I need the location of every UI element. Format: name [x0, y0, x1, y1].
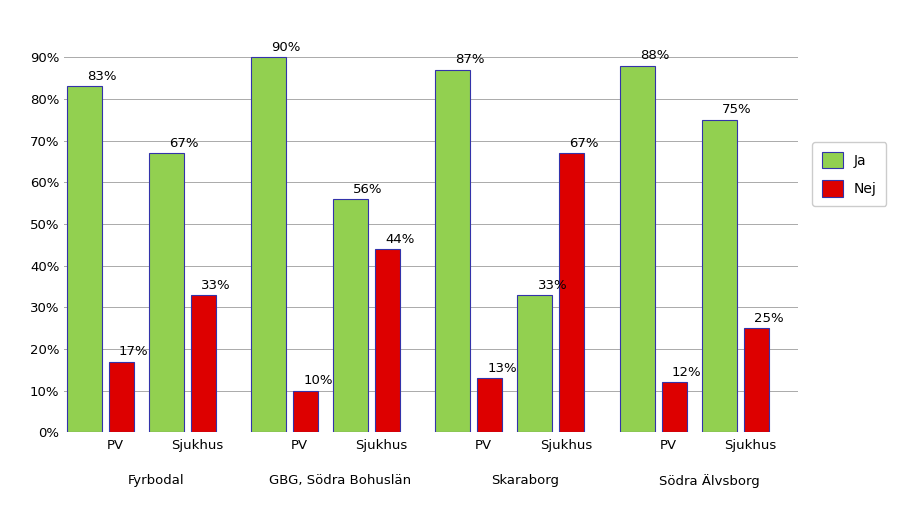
Text: 75%: 75% [722, 104, 751, 117]
Text: 12%: 12% [671, 366, 702, 379]
Text: 83%: 83% [87, 70, 116, 83]
Text: Södra Älvsborg: Södra Älvsborg [658, 474, 759, 488]
Text: 90%: 90% [271, 41, 301, 54]
Text: Fyrbodal: Fyrbodal [128, 474, 184, 487]
Text: 87%: 87% [456, 54, 485, 67]
Text: 13%: 13% [488, 362, 517, 375]
Text: 33%: 33% [537, 279, 568, 292]
Text: Skaraborg: Skaraborg [491, 474, 558, 487]
Bar [333, 199, 368, 432]
Bar [67, 86, 102, 432]
Text: 17%: 17% [119, 345, 149, 358]
Bar [517, 295, 552, 432]
Text: 10%: 10% [304, 375, 333, 388]
Text: 67%: 67% [169, 137, 199, 150]
Text: 44%: 44% [385, 233, 414, 246]
Bar [251, 57, 286, 432]
Bar [436, 70, 470, 432]
Text: 88%: 88% [640, 49, 669, 63]
Text: 67%: 67% [569, 137, 599, 150]
Bar [744, 328, 768, 432]
Bar [375, 249, 400, 432]
Bar [559, 153, 584, 432]
Bar [191, 295, 215, 432]
Bar [478, 378, 503, 432]
Bar [109, 362, 134, 432]
Bar [620, 66, 655, 432]
Text: 56%: 56% [353, 183, 383, 196]
Text: GBG, Södra Bohuslän: GBG, Södra Bohuslän [270, 474, 412, 487]
Bar [149, 153, 184, 432]
Text: 25%: 25% [754, 312, 783, 325]
Bar [293, 391, 318, 432]
Text: 33%: 33% [201, 279, 231, 292]
Bar [702, 120, 736, 432]
Legend: Ja, Nej: Ja, Nej [812, 142, 887, 206]
Bar [662, 382, 687, 432]
